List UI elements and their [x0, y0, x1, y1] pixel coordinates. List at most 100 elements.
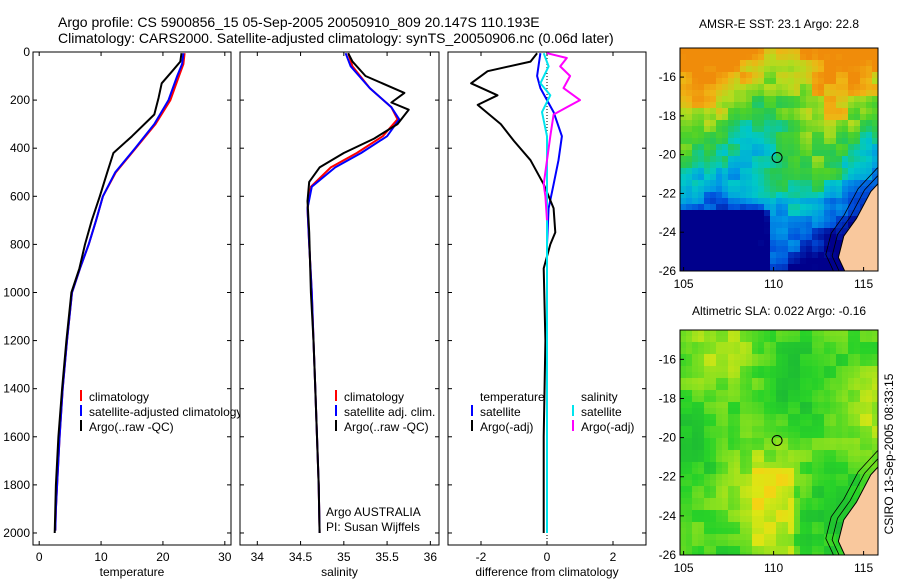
- sla_map-cell: [716, 390, 723, 397]
- sst_map-cell: [848, 96, 855, 103]
- sla_map-cell: [830, 504, 837, 511]
- sla_map-cell: [710, 492, 717, 499]
- sst_map-cell: [728, 210, 735, 217]
- sla_map-cell: [782, 504, 789, 511]
- sst_map-cell: [692, 78, 699, 85]
- sst_map-cell: [776, 60, 783, 67]
- sst_map-cell: [794, 78, 801, 85]
- sla_map-cell: [776, 450, 783, 457]
- sst_map-cell: [818, 96, 825, 103]
- sst_map-cell: [776, 162, 783, 169]
- sla_map-contour: [825, 450, 878, 555]
- sla_map-cell: [704, 492, 711, 499]
- sst_map-cell: [752, 60, 759, 67]
- sla_map-cell: [698, 522, 705, 529]
- sla_map-cell: [698, 474, 705, 481]
- temperature-xtick-label: 20: [156, 550, 170, 564]
- sst_map-cell: [770, 102, 777, 109]
- sst_map-cell: [758, 168, 765, 175]
- sst_map-cell: [818, 144, 825, 151]
- sst_map-cell: [698, 240, 705, 247]
- sla_map-cell: [770, 330, 777, 337]
- sla_map-cell: [800, 384, 807, 391]
- sst_map-cell: [758, 240, 765, 247]
- sla_map-cell: [806, 516, 813, 523]
- sla_map-cell: [860, 366, 867, 373]
- sla_map-cell: [728, 372, 735, 379]
- sst_map-cell: [812, 120, 819, 127]
- sst_map-cell: [752, 210, 759, 217]
- sst_map-cell: [686, 120, 693, 127]
- sla_map-cell: [740, 354, 747, 361]
- sst_map-cell: [812, 234, 819, 241]
- sla_map-cell: [722, 504, 729, 511]
- sst_map-cell: [758, 234, 765, 241]
- sst_map-cell: [836, 96, 843, 103]
- sla_map-cell: [860, 444, 867, 451]
- sst_map-cell: [716, 162, 723, 169]
- sla_map-cell: [866, 462, 873, 469]
- sla_map-cell: [848, 492, 855, 499]
- sla_map-cell: [710, 480, 717, 487]
- sla_map-cell: [800, 474, 807, 481]
- sla_map-cell: [698, 534, 705, 541]
- sst_map-cell: [686, 156, 693, 163]
- sla_map-cell: [692, 444, 699, 451]
- sla_map-cell: [734, 546, 741, 553]
- sla_map-cell: [800, 516, 807, 523]
- sst_map-cell: [716, 132, 723, 139]
- sst_map-cell: [830, 162, 837, 169]
- sla_map-cell: [734, 438, 741, 445]
- sst_map-cell: [722, 174, 729, 181]
- sst_map-cell: [728, 228, 735, 235]
- sst_map-cell: [794, 102, 801, 109]
- sst_map-cell: [764, 132, 771, 139]
- sst_map-cell: [746, 264, 753, 271]
- sla_map-cell: [794, 414, 801, 421]
- sst_map-cell: [758, 204, 765, 211]
- sla_map-cell: [752, 492, 759, 499]
- sst_map-cell: [710, 132, 717, 139]
- sst_map-cell: [794, 48, 801, 55]
- sst_map-cell: [788, 102, 795, 109]
- sst_map-contour: [831, 174, 878, 271]
- sst_map-cell: [794, 222, 801, 229]
- sla_map-cell: [680, 540, 687, 547]
- sst_map-cell: [758, 72, 765, 79]
- sla_map-cell: [710, 372, 717, 379]
- sst_map-cell: [722, 222, 729, 229]
- sla_map-cell: [836, 390, 843, 397]
- sla_map-cell: [716, 486, 723, 493]
- sst_map-cell: [722, 102, 729, 109]
- sst_map-cell: [770, 150, 777, 157]
- sst_map-cell: [758, 222, 765, 229]
- sla_map-cell: [854, 456, 861, 463]
- sla_map-cell: [800, 336, 807, 343]
- sst_map-ytick-label: -18: [659, 109, 677, 123]
- sla_map-cell: [764, 546, 771, 553]
- sla_map-cell: [686, 336, 693, 343]
- sla_map-cell: [830, 354, 837, 361]
- sla_map-cell: [728, 366, 735, 373]
- sst_map-cell: [782, 198, 789, 205]
- sla_map-cell: [806, 474, 813, 481]
- sla_map-cell: [866, 444, 873, 451]
- sla_map-cell: [692, 360, 699, 367]
- sst_map-cell: [788, 186, 795, 193]
- sst_map-cell: [740, 228, 747, 235]
- sst_map-cell: [716, 72, 723, 79]
- sla_map-cell: [758, 510, 765, 517]
- sla_map-cell: [812, 336, 819, 343]
- sst_map-cell: [776, 198, 783, 205]
- sla_map-cell: [710, 360, 717, 367]
- sla_map-cell: [770, 474, 777, 481]
- sla_map-cell: [764, 456, 771, 463]
- sst_map-cell: [740, 126, 747, 133]
- sla_map-cell: [806, 552, 813, 555]
- sst_map-cell: [872, 66, 878, 73]
- sst_map-cell: [686, 108, 693, 115]
- sst_map-cell: [698, 222, 705, 229]
- sla_map-cell: [704, 468, 711, 475]
- sst_map-cell: [866, 96, 873, 103]
- sst_map-cell: [764, 240, 771, 247]
